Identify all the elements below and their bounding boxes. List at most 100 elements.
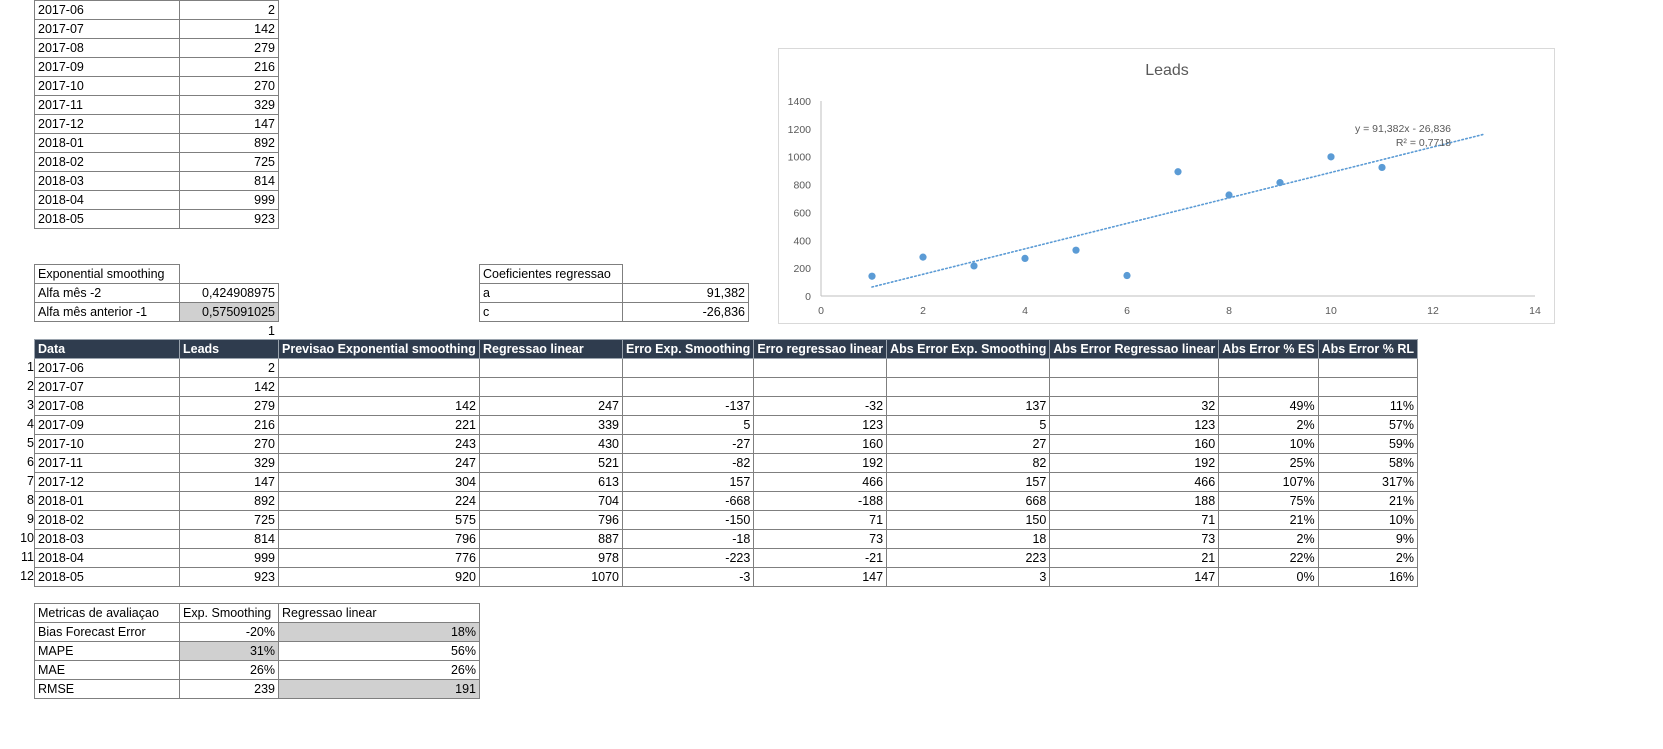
top-list-leads[interactable]: 892 <box>179 133 279 153</box>
main-table-cell[interactable]: 223 <box>886 548 1051 568</box>
metrics-header-cell[interactable]: Exp. Smoothing <box>179 603 279 623</box>
main-table-cell[interactable] <box>886 358 1051 378</box>
main-table-cell[interactable]: 3 <box>886 567 1051 587</box>
main-table-cell[interactable] <box>479 377 623 397</box>
main-table-cell[interactable]: 59% <box>1317 434 1419 454</box>
main-table-cell[interactable]: 317% <box>1317 472 1419 492</box>
main-table-cell[interactable]: -188 <box>753 491 888 511</box>
top-list-date[interactable]: 2017-11 <box>34 95 180 115</box>
main-table-cell[interactable] <box>621 358 755 378</box>
main-table-cell[interactable]: 82 <box>886 453 1051 473</box>
main-header-cell[interactable]: Abs Error % RL <box>1317 339 1419 359</box>
main-table-cell[interactable]: 814 <box>179 529 279 549</box>
main-table-cell[interactable]: 796 <box>278 529 480 549</box>
main-table-cell[interactable]: 5 <box>886 415 1051 435</box>
main-table-cell[interactable]: 10% <box>1317 510 1419 530</box>
main-table-cell[interactable]: 5 <box>621 415 755 435</box>
metrics-es-value[interactable]: 239 <box>179 679 279 699</box>
main-table-cell[interactable]: 142 <box>179 377 279 397</box>
metrics-rl-value[interactable]: 26% <box>278 660 480 680</box>
main-header-cell[interactable]: Abs Error Regressao linear <box>1049 339 1220 359</box>
main-table-cell[interactable]: 796 <box>479 510 623 530</box>
main-table-cell[interactable]: 224 <box>278 491 480 511</box>
main-table-cell[interactable]: 123 <box>753 415 888 435</box>
main-table-cell[interactable]: 49% <box>1218 396 1319 416</box>
main-header-cell[interactable]: Leads <box>179 339 279 359</box>
main-table-cell[interactable]: -668 <box>621 491 755 511</box>
main-table-cell[interactable]: 2% <box>1218 415 1319 435</box>
top-list-leads[interactable]: 725 <box>179 152 279 172</box>
main-table-cell[interactable]: 923 <box>179 567 279 587</box>
main-table-cell[interactable]: 58% <box>1317 453 1419 473</box>
main-table-cell[interactable]: 920 <box>278 567 480 587</box>
main-table-cell[interactable]: 247 <box>479 396 623 416</box>
main-table-cell[interactable]: 160 <box>753 434 888 454</box>
main-table-cell[interactable]: 73 <box>1049 529 1220 549</box>
main-table-cell[interactable]: 21 <box>1049 548 1220 568</box>
metrics-rl-value[interactable]: 56% <box>278 641 480 661</box>
alfa-sum[interactable]: 1 <box>268 324 275 338</box>
main-table-cell[interactable] <box>886 377 1051 397</box>
main-table-cell[interactable] <box>1218 358 1319 378</box>
top-list-date[interactable]: 2017-08 <box>34 38 180 58</box>
top-list-date[interactable]: 2017-10 <box>34 76 180 96</box>
metrics-es-value[interactable]: -20% <box>179 622 279 642</box>
main-table-cell[interactable]: 2% <box>1317 548 1419 568</box>
metrics-es-value[interactable]: 26% <box>179 660 279 680</box>
main-table-cell[interactable]: 216 <box>179 415 279 435</box>
top-list-leads[interactable]: 999 <box>179 190 279 210</box>
top-list-date[interactable]: 2018-03 <box>34 171 180 191</box>
main-table-cell[interactable] <box>278 358 480 378</box>
main-table-cell[interactable]: 1070 <box>479 567 623 587</box>
main-table-cell[interactable]: 2018-02 <box>34 510 180 530</box>
main-table-cell[interactable]: 466 <box>1049 472 1220 492</box>
main-header-cell[interactable]: Previsao Exponential smoothing <box>278 339 480 359</box>
regression-title[interactable]: Coeficientes regressao <box>479 264 623 284</box>
alfa-label-1[interactable]: Alfa mês -2 <box>34 283 180 303</box>
metrics-es-value[interactable]: 31% <box>179 641 279 661</box>
coef-a-label[interactable]: a <box>479 283 623 303</box>
main-table-cell[interactable]: 776 <box>278 548 480 568</box>
main-table-cell[interactable]: 27 <box>886 434 1051 454</box>
main-table-cell[interactable]: 10% <box>1218 434 1319 454</box>
main-table-cell[interactable]: 575 <box>278 510 480 530</box>
main-table-cell[interactable] <box>1317 377 1419 397</box>
main-table-cell[interactable]: 613 <box>479 472 623 492</box>
main-table-cell[interactable]: 2% <box>1218 529 1319 549</box>
main-table-cell[interactable]: 157 <box>621 472 755 492</box>
main-table-cell[interactable]: 73 <box>753 529 888 549</box>
top-list-date[interactable]: 2018-05 <box>34 209 180 229</box>
main-table-cell[interactable]: -18 <box>621 529 755 549</box>
main-table-cell[interactable]: 2018-04 <box>34 548 180 568</box>
main-table-cell[interactable]: 2017-08 <box>34 396 180 416</box>
main-table-cell[interactable]: 999 <box>179 548 279 568</box>
main-table-cell[interactable]: -32 <box>753 396 888 416</box>
top-list-leads[interactable]: 814 <box>179 171 279 191</box>
main-table-cell[interactable]: 9% <box>1317 529 1419 549</box>
main-table-cell[interactable]: 2017-07 <box>34 377 180 397</box>
main-table-cell[interactable]: 25% <box>1218 453 1319 473</box>
main-table-cell[interactable]: 329 <box>179 453 279 473</box>
main-table-cell[interactable]: 0% <box>1218 567 1319 587</box>
metrics-header-cell[interactable]: Regressao linear <box>278 603 480 623</box>
main-table-cell[interactable]: 2018-03 <box>34 529 180 549</box>
main-table-cell[interactable]: 75% <box>1218 491 1319 511</box>
coef-c-label[interactable]: c <box>479 302 623 322</box>
main-table-cell[interactable]: 270 <box>179 434 279 454</box>
top-list-leads[interactable]: 147 <box>179 114 279 134</box>
top-list-date[interactable]: 2017-09 <box>34 57 180 77</box>
main-table-cell[interactable]: 725 <box>179 510 279 530</box>
main-table-cell[interactable]: 150 <box>886 510 1051 530</box>
main-header-cell[interactable]: Abs Error Exp. Smoothing <box>886 339 1051 359</box>
main-table-cell[interactable] <box>278 377 480 397</box>
top-list-date[interactable]: 2018-04 <box>34 190 180 210</box>
top-list-leads[interactable]: 216 <box>179 57 279 77</box>
exp-smoothing-title[interactable]: Exponential smoothing <box>34 264 180 284</box>
main-table-cell[interactable]: 221 <box>278 415 480 435</box>
main-table-cell[interactable]: 22% <box>1218 548 1319 568</box>
main-table-cell[interactable]: 892 <box>179 491 279 511</box>
main-table-cell[interactable]: 2018-01 <box>34 491 180 511</box>
main-table-cell[interactable]: 2017-10 <box>34 434 180 454</box>
alfa-value-2[interactable]: 0,575091025 <box>179 302 279 322</box>
main-header-cell[interactable]: Erro Exp. Smoothing <box>621 339 755 359</box>
